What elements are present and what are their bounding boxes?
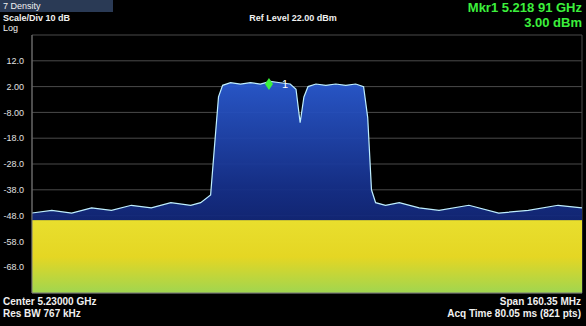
html-text:Scale/Div 10 dB: Scale/Div 10 dB	[3, 13, 70, 23]
svg-text:-18.0: -18.0	[3, 133, 24, 143]
html-text:3.00 dBm: 3.00 dBm	[524, 15, 582, 30]
svg-text:-48.0: -48.0	[3, 211, 24, 221]
html-text:Ref Level 22.00 dBm: Ref Level 22.00 dBm	[249, 13, 337, 23]
svg-text:12.0: 12.0	[6, 56, 24, 66]
html-text:Res BW 767 kHz: Res BW 767 kHz	[3, 308, 81, 319]
svg-text:-8.00: -8.00	[3, 108, 24, 118]
html-text:Mkr1 5.218 91 GHz: Mkr1 5.218 91 GHz	[467, 0, 582, 15]
html-text:Center 5.23000 GHz: Center 5.23000 GHz	[3, 296, 97, 307]
html-text:Span 160.35 MHz: Span 160.35 MHz	[499, 296, 581, 307]
svg-text:1: 1	[282, 78, 288, 90]
svg-text:2.00: 2.00	[6, 82, 24, 92]
html-text:Log: Log	[3, 23, 18, 33]
html-text:Acq Time 80.05 ms (821 pts): Acq Time 80.05 ms (821 pts)	[447, 308, 581, 319]
html-text:7 Density: 7 Density	[3, 1, 41, 11]
svg-text:-68.0: -68.0	[3, 262, 24, 272]
svg-text:-38.0: -38.0	[3, 185, 24, 195]
svg-text:-58.0: -58.0	[3, 237, 24, 247]
svg-text:-28.0: -28.0	[3, 159, 24, 169]
